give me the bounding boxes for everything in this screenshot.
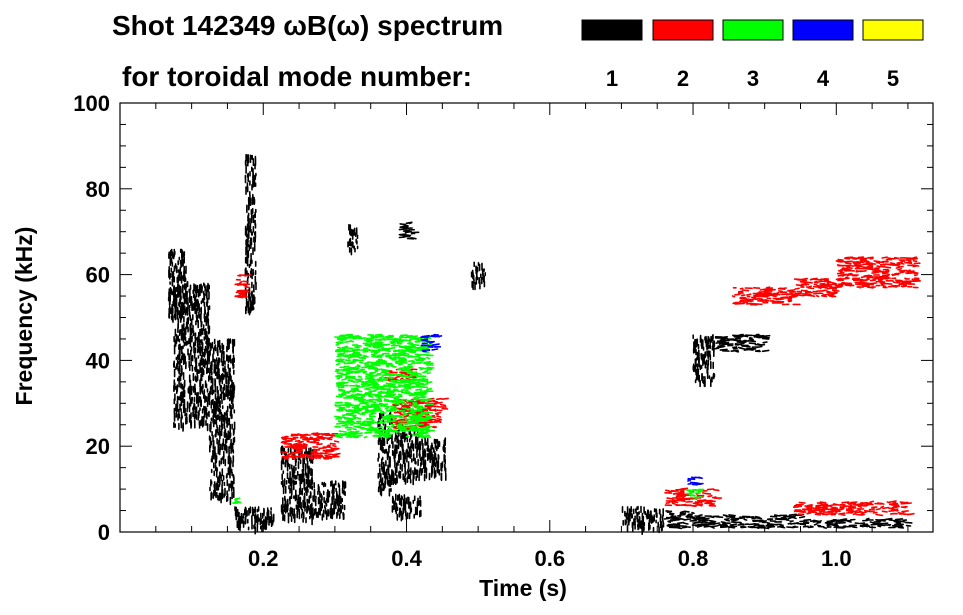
legend: 1 2 3 4 5 (581, 19, 924, 91)
series-2-region-8 (234, 274, 252, 299)
x-axis-title: Time (s) (479, 575, 567, 601)
chart-title-line1: Shot 142349 ωB(ω) spectrum (112, 10, 503, 41)
series-1-region-2 (167, 248, 189, 323)
series-1-region-3 (234, 506, 264, 535)
y-axis-title: Frequency (kHz) (11, 227, 37, 406)
series-3-region-1 (685, 488, 705, 499)
series-2-region-7 (792, 500, 915, 517)
chart-title-line2: for toroidal mode number: (122, 61, 472, 92)
series-1-region-12 (391, 493, 422, 522)
legend-swatch-4 (792, 19, 854, 41)
legend-label-2: 2 (677, 66, 689, 91)
series-1-region-15 (621, 505, 665, 535)
series-1-region-19 (750, 513, 808, 530)
series-1 (167, 153, 913, 535)
series-1-region-4 (244, 153, 257, 316)
series-1-region-11 (420, 437, 447, 482)
series-3-region-0 (334, 333, 435, 439)
series-1-region-1 (208, 338, 236, 506)
series-2-region-2 (835, 256, 921, 289)
x-tick-label-1.0: 1.0 (821, 546, 852, 571)
plot-border (119, 102, 934, 533)
legend-swatch-3 (722, 19, 784, 41)
y-tick-label-80: 80 (86, 177, 110, 202)
series-1-region-21 (713, 333, 771, 353)
x-tick-label-0.4: 0.4 (391, 546, 422, 571)
series-1-region-17 (692, 334, 716, 388)
x-tick-label-0.8: 0.8 (678, 546, 709, 571)
series-1-region-13 (398, 221, 420, 240)
series-4-region-0 (687, 476, 704, 486)
y-tick-label-0: 0 (98, 520, 110, 545)
y-tick-label-40: 40 (86, 348, 110, 373)
legend-swatch-5 (862, 19, 924, 41)
series-1-region-8 (347, 223, 359, 256)
legend-label-4: 4 (817, 66, 830, 91)
axes-frame (119, 102, 934, 533)
series-1-region-0 (173, 282, 211, 432)
series-1-region-16 (663, 510, 699, 530)
series-1-region-9 (377, 411, 393, 497)
x-tick-label-0.2: 0.2 (248, 546, 279, 571)
series-1-region-20 (799, 517, 913, 529)
y-tick-label-20: 20 (86, 434, 110, 459)
series-1-region-6 (280, 445, 314, 526)
legend-label-1: 1 (606, 66, 618, 91)
series-4-region-1 (420, 333, 443, 353)
x-tick-label-0.6: 0.6 (534, 546, 565, 571)
legend-swatch-1 (581, 19, 643, 41)
series-1-region-10 (391, 428, 422, 486)
series-4 (420, 333, 704, 486)
legend-swatch-2 (652, 19, 714, 41)
series-1-region-7 (313, 480, 347, 521)
series-1-region-14 (470, 261, 486, 291)
legend-label-5: 5 (887, 66, 899, 91)
series-2-region-3 (280, 432, 341, 460)
legend-label-3: 3 (747, 66, 759, 91)
series-2-region-1 (793, 277, 843, 298)
spectrogram-marks (167, 153, 921, 535)
series-3-region-2 (232, 497, 242, 505)
series-1-region-18 (692, 514, 756, 529)
series-2-region-0 (731, 286, 801, 306)
y-tick-label-60: 60 (86, 263, 110, 288)
series-3 (232, 333, 705, 505)
series-1-region-5 (263, 507, 275, 531)
y-tick-label-100: 100 (73, 91, 110, 116)
axis-ticks: 0 20 40 60 80 100 0.2 0.4 0.6 0.8 1.0 (73, 91, 933, 571)
